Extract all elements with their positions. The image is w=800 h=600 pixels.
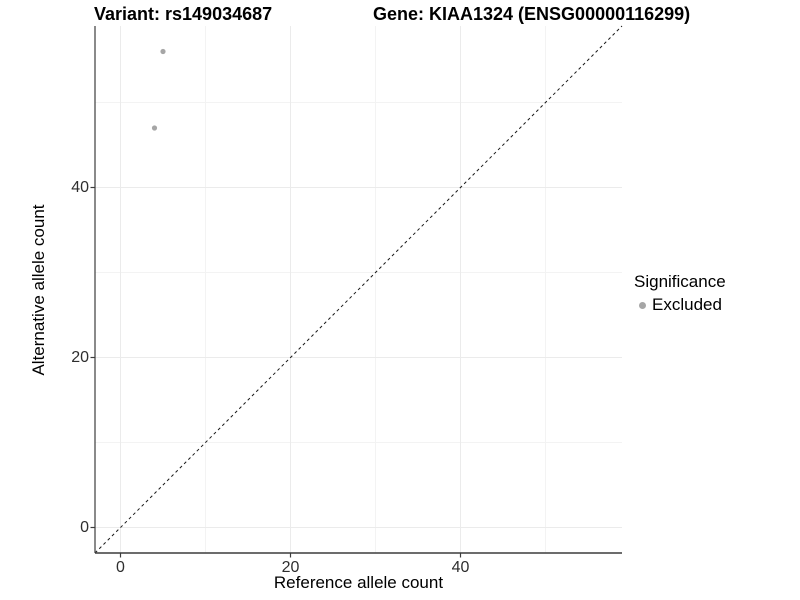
y-tick-label: 20 bbox=[71, 348, 89, 366]
y-axis-title: Alternative allele count bbox=[29, 204, 48, 376]
gene-title: Gene: KIAA1324 (ENSG00000116299) bbox=[373, 4, 691, 24]
legend-entry-label: Excluded bbox=[652, 295, 722, 314]
identity-diagonal-line bbox=[94, 25, 623, 554]
variant-title: Variant: rs149034687 bbox=[94, 4, 273, 24]
major-gridlines bbox=[95, 26, 622, 553]
axis-tick-marks bbox=[90, 186, 462, 558]
data-point bbox=[151, 125, 158, 131]
x-tick-label: 20 bbox=[281, 559, 300, 576]
y-tick-label: 40 bbox=[71, 178, 89, 196]
data-point bbox=[160, 48, 166, 55]
legend-entry-excluded: Excluded bbox=[634, 295, 726, 315]
x-tick-label: 40 bbox=[451, 559, 470, 576]
legend: Significance Excluded bbox=[634, 272, 726, 315]
minor-gridlines bbox=[95, 26, 622, 553]
data-points bbox=[151, 48, 166, 131]
excluded-point-icon bbox=[639, 301, 646, 309]
x-axis-title: Reference allele count bbox=[273, 573, 444, 592]
y-tick-label: 0 bbox=[80, 518, 89, 536]
legend-title: Significance bbox=[634, 272, 726, 291]
x-tick-label: 0 bbox=[116, 559, 125, 576]
axis-lines bbox=[94, 26, 622, 554]
